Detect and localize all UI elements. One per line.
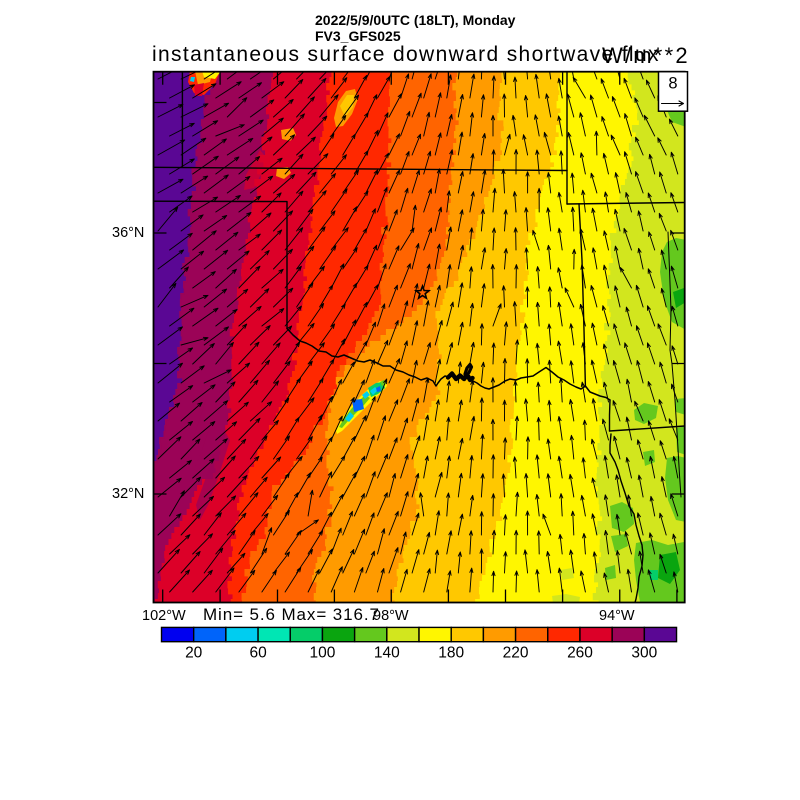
svg-text:8: 8	[668, 75, 677, 93]
svg-text:260: 260	[567, 645, 593, 662]
svg-text:20: 20	[185, 645, 203, 662]
svg-text:140: 140	[374, 645, 400, 662]
svg-text:300: 300	[631, 645, 657, 662]
svg-text:220: 220	[503, 645, 529, 662]
svg-text:180: 180	[438, 645, 464, 662]
svg-text:60: 60	[249, 645, 267, 662]
svg-text:100: 100	[309, 645, 335, 662]
